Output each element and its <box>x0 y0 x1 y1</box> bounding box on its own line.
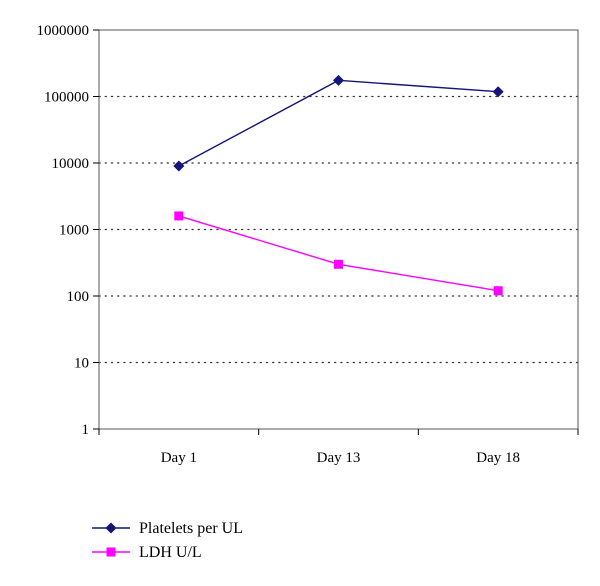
data-point <box>173 160 185 172</box>
legend-label: LDH U/L <box>139 544 202 561</box>
y-tick-label: 100000 <box>44 90 89 106</box>
legend-item: LDH U/L <box>92 544 202 561</box>
y-tick-label: 1000 <box>59 223 89 239</box>
plot-area-border <box>98 29 579 430</box>
gridlines <box>98 95 579 364</box>
series-0 <box>173 74 504 172</box>
y-tick-label: 1000000 <box>37 23 90 39</box>
legend-label: Platelets per UL <box>139 520 243 537</box>
data-point <box>333 74 344 86</box>
y-tick-label: 10 <box>74 356 89 372</box>
x-tick-label: Day 18 <box>476 450 520 466</box>
legend: Platelets per UL LDH U/L <box>92 520 243 561</box>
data-point <box>174 211 184 221</box>
series-line <box>178 79 499 167</box>
data-point <box>492 86 504 98</box>
y-tick-label: 10000 <box>52 156 90 172</box>
data-point <box>334 259 343 269</box>
y-tick-label: 1 <box>82 422 90 438</box>
legend-item: Platelets per UL <box>92 520 243 537</box>
legend-marker <box>106 547 116 557</box>
series <box>173 74 504 296</box>
series-1 <box>174 211 503 296</box>
data-point <box>493 286 503 296</box>
legend-marker <box>105 522 117 534</box>
y-tick-label: 100 <box>67 289 90 305</box>
x-tick-label: Day 1 <box>161 450 197 466</box>
series-line <box>178 215 499 292</box>
axes: 1 10 100 1000 10000 100000 1000000 Day 1 Day 13 D… <box>37 23 579 466</box>
x-tick-label: Day 13 <box>317 450 361 466</box>
